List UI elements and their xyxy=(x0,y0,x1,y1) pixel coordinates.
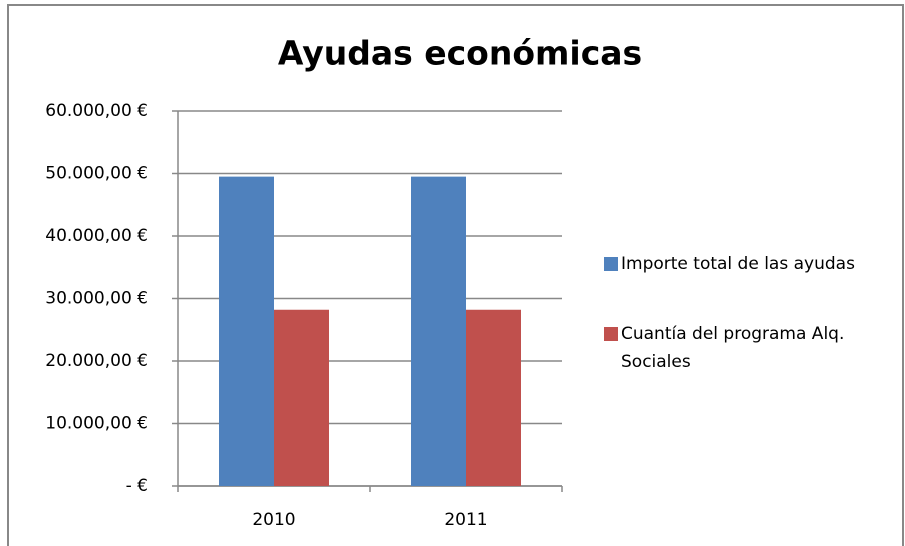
y-tick-label: 60.000,00 € xyxy=(45,101,148,121)
chart-title: Ayudas económicas xyxy=(278,34,642,73)
bar xyxy=(411,176,466,486)
bar xyxy=(274,309,329,486)
y-tick-label: - € xyxy=(126,476,148,496)
bar xyxy=(466,309,521,486)
y-tick-label: 50.000,00 € xyxy=(45,164,148,184)
x-tick-label: 2011 xyxy=(444,510,487,530)
bar xyxy=(219,176,274,486)
legend-swatch xyxy=(604,257,618,271)
legend-label: Importe total de las ayudas xyxy=(621,254,855,274)
y-tick-label: 20.000,00 € xyxy=(45,351,148,371)
y-tick-label: 30.000,00 € xyxy=(45,289,148,309)
y-tick-label: 40.000,00 € xyxy=(45,226,148,246)
legend-label: Cuantía del programa Alq. Sociales xyxy=(621,324,845,372)
y-tick-label: 10.000,00 € xyxy=(45,414,148,434)
legend-swatch xyxy=(604,327,618,341)
x-tick-label: 2010 xyxy=(252,510,295,530)
